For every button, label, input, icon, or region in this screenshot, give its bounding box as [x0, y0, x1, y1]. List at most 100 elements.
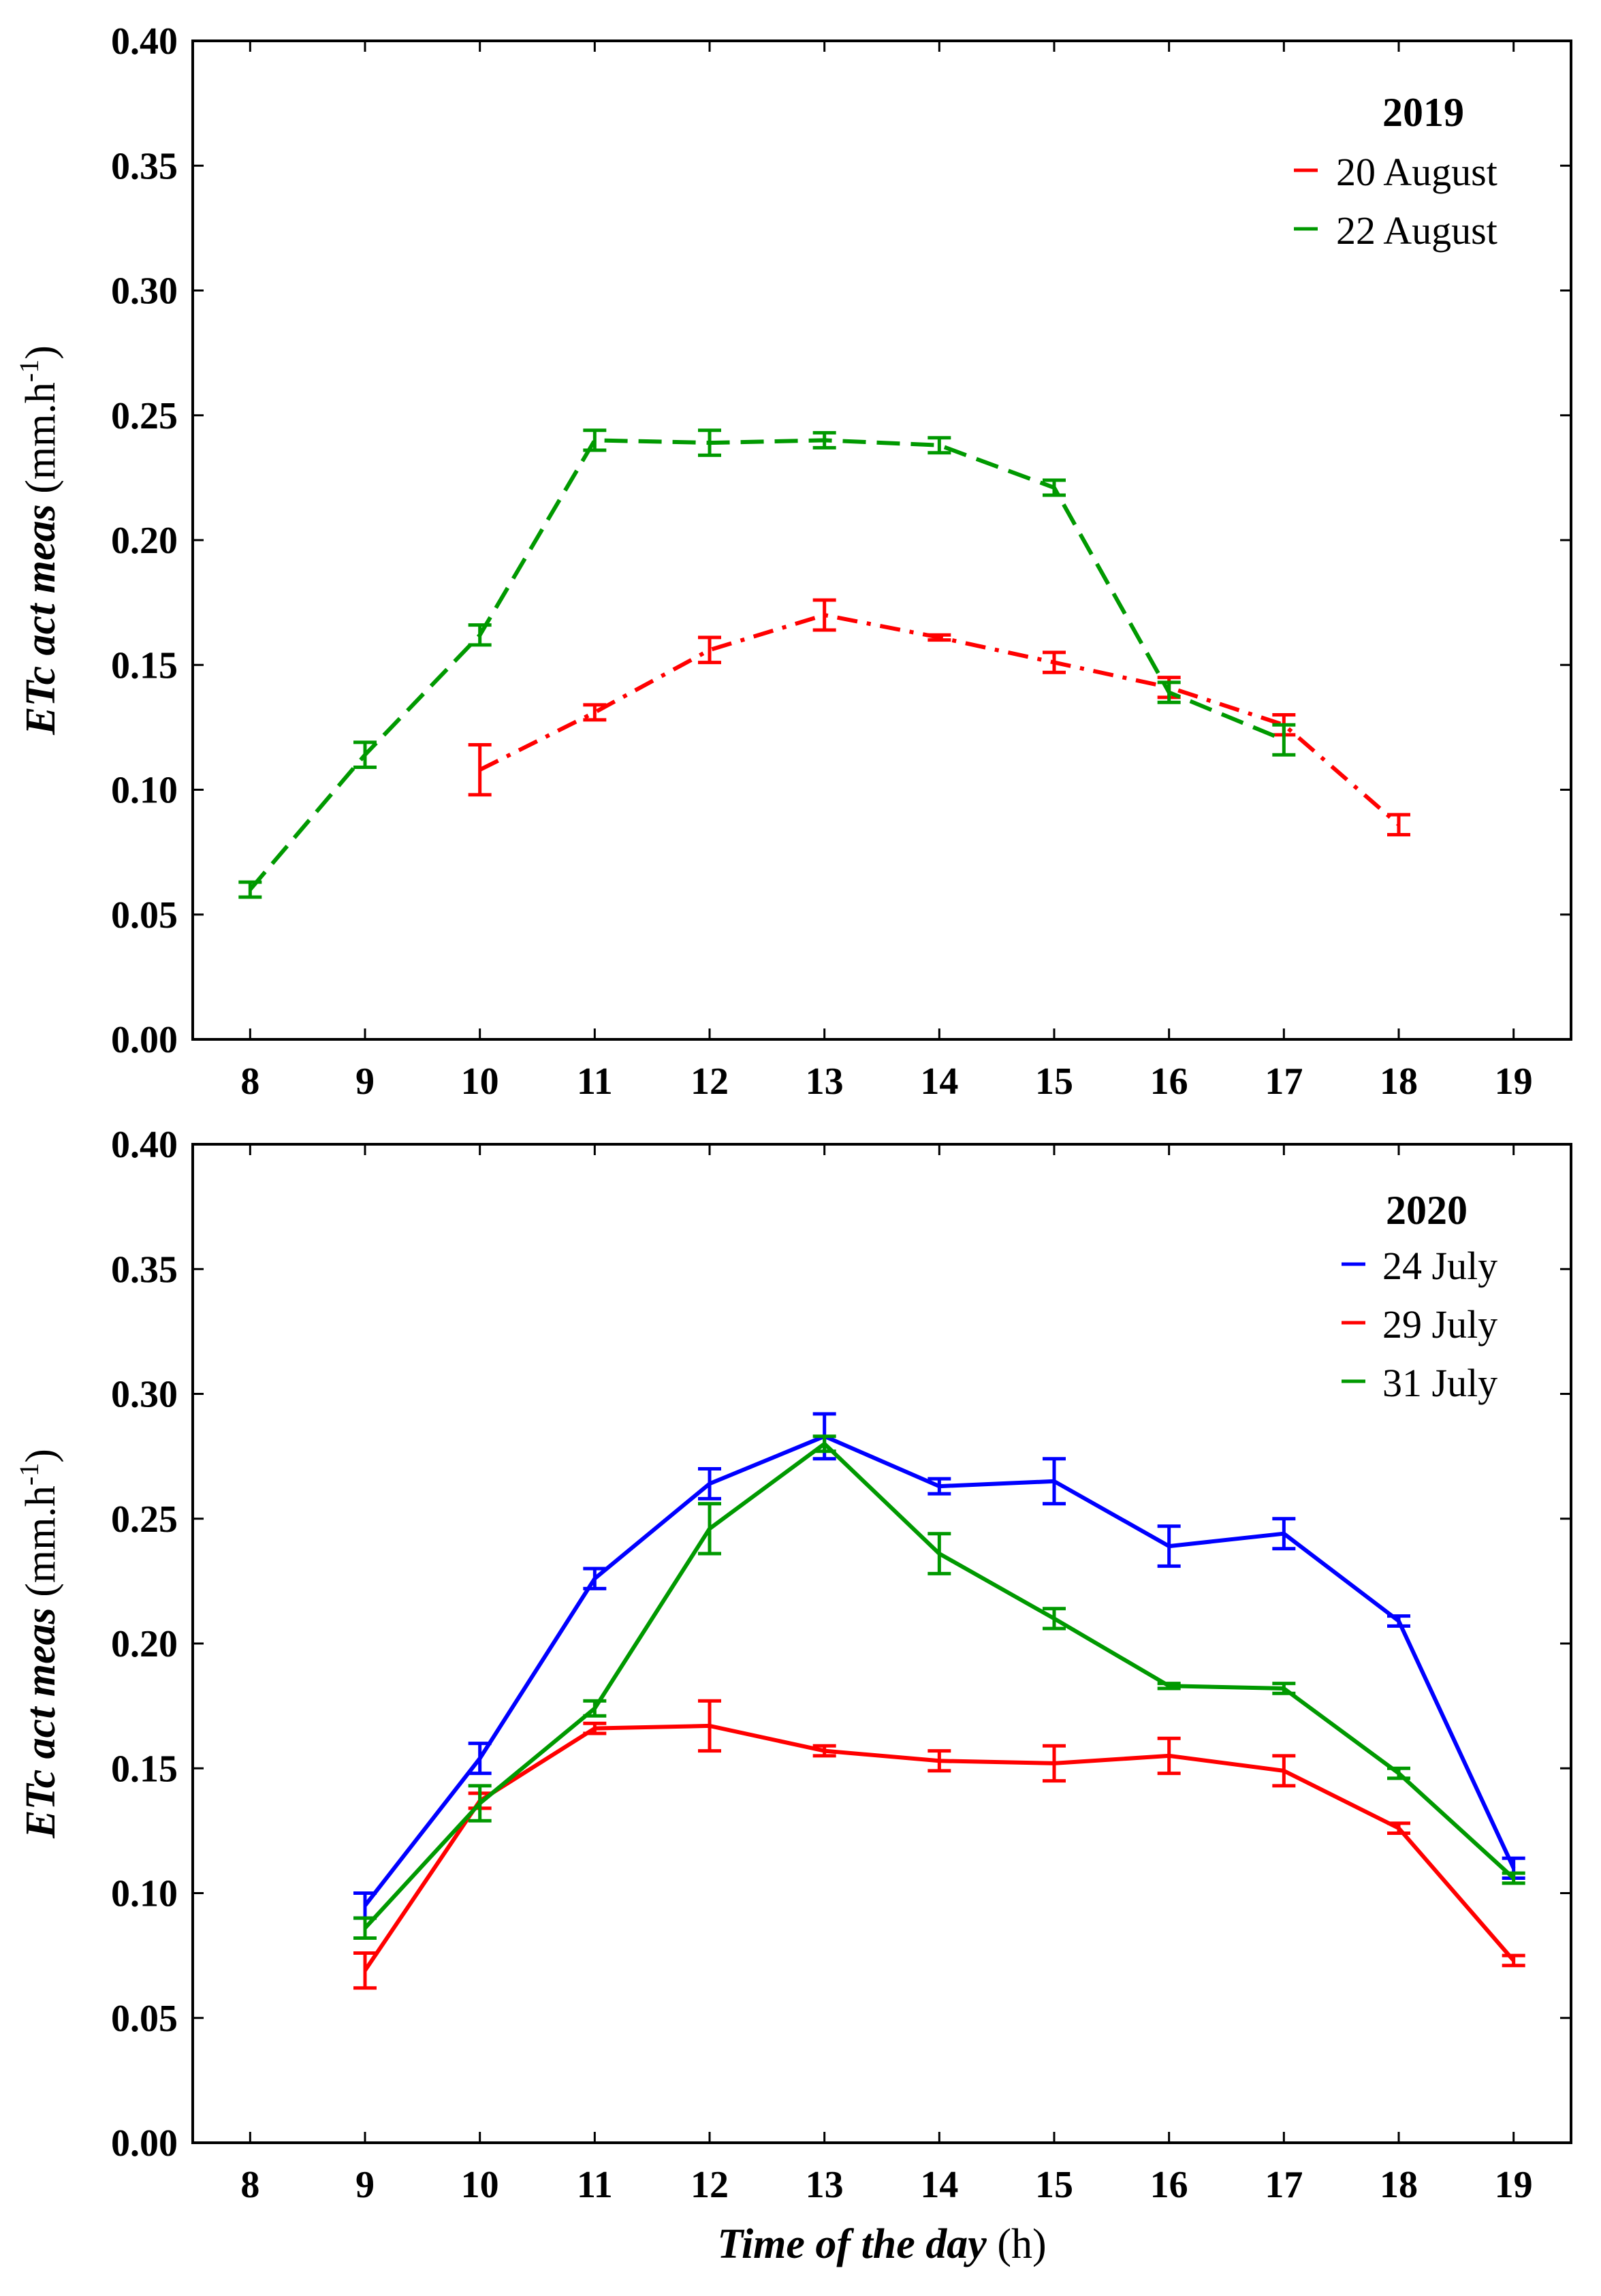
error-bar — [1387, 1614, 1410, 1628]
legend-title: 2020 — [1386, 1188, 1468, 1233]
x-tick-label: 15 — [1035, 1060, 1073, 1103]
x-tick-label: 12 — [691, 2164, 729, 2206]
x-tick-label: 9 — [355, 1060, 375, 1103]
series-20-august — [468, 598, 1410, 836]
series-24-july — [353, 1412, 1525, 1920]
legend-entry: 20 August — [1294, 150, 1497, 194]
x-tick-label: 12 — [691, 1060, 729, 1103]
y-tick-label: 0.10 — [111, 1873, 178, 1915]
error-bar — [698, 635, 721, 665]
error-bar — [1157, 1524, 1181, 1568]
error-bar — [353, 1951, 377, 1990]
error-bar — [1157, 1736, 1181, 1776]
error-bar — [1157, 680, 1181, 704]
series-line — [363, 1441, 1515, 1930]
error-bar — [1272, 1682, 1296, 1695]
x-tick-label: 10 — [461, 1060, 499, 1103]
y-tick-label: 0.20 — [111, 520, 178, 562]
error-bar — [698, 1502, 721, 1556]
error-bar — [928, 1532, 951, 1575]
legend-label: 22 August — [1336, 208, 1497, 253]
x-tick-label: 8 — [240, 2164, 259, 2206]
series-29-july — [353, 1699, 1525, 1990]
y-tick-label: 0.25 — [111, 395, 178, 437]
error-bar — [698, 1466, 721, 1500]
series-line — [363, 1434, 1516, 1907]
x-tick-label: 11 — [577, 2164, 613, 2206]
y-tick-label: 0.25 — [111, 1498, 178, 1541]
error-bar — [812, 1434, 836, 1453]
x-tick-label: 17 — [1265, 1060, 1303, 1103]
error-bar — [583, 1721, 607, 1735]
y-tick-label: 0.00 — [111, 2122, 178, 2165]
error-bar — [1043, 650, 1066, 674]
error-bar — [1043, 1457, 1066, 1506]
error-bar — [928, 633, 951, 642]
x-tick-label: 16 — [1150, 1060, 1188, 1103]
x-tick-label: 18 — [1380, 2164, 1418, 2206]
error-bar — [353, 740, 377, 770]
y-axis-title: ETc act meas (mm.h-1) — [14, 345, 64, 736]
error-bar — [1157, 1682, 1181, 1690]
error-bar — [812, 1744, 836, 1758]
error-bar — [1043, 1744, 1066, 1783]
x-axis-title: Time of the day (h) — [717, 2221, 1046, 2267]
error-bar — [468, 1784, 492, 1823]
legend-title: 2019 — [1382, 90, 1464, 135]
x-tick-label: 19 — [1495, 2164, 1533, 2206]
x-tick-label: 14 — [920, 1060, 958, 1103]
y-tick-label: 0.30 — [111, 1374, 178, 1416]
series-line — [479, 613, 1400, 827]
x-tick-label: 15 — [1035, 2164, 1073, 2206]
series-line — [249, 438, 1285, 892]
error-bar — [1387, 813, 1410, 836]
error-bar — [583, 703, 607, 722]
y-tick-label: 0.35 — [111, 1248, 178, 1291]
y-tick-label: 0.05 — [111, 1998, 178, 2040]
error-bar — [353, 1916, 377, 1940]
x-tick-label: 14 — [920, 2164, 958, 2206]
error-bar — [698, 428, 721, 457]
legend-label: 20 August — [1336, 150, 1497, 194]
error-bar — [1272, 723, 1296, 757]
error-bar — [1272, 1517, 1296, 1551]
error-bar — [1387, 1766, 1410, 1780]
y-tick-label: 0.35 — [111, 145, 178, 187]
error-bar — [238, 880, 262, 899]
legend-entry: 31 July — [1342, 1361, 1497, 1405]
error-bar — [1043, 478, 1066, 497]
error-bar — [583, 1567, 607, 1590]
plot-frame — [191, 1143, 1572, 2144]
y-tick-label: 0.10 — [111, 770, 178, 812]
legend-label: 24 July — [1382, 1244, 1497, 1288]
y-tick-label: 0.05 — [111, 894, 178, 937]
error-bar — [928, 1477, 951, 1496]
error-bar — [928, 436, 951, 455]
x-tick-label: 18 — [1380, 1060, 1418, 1103]
y-tick-label: 0.15 — [111, 644, 178, 687]
error-bar — [1043, 1607, 1066, 1631]
y-tick-label: 0.00 — [111, 1019, 178, 1061]
series-31-july — [353, 1434, 1525, 1940]
y-tick-label: 0.20 — [111, 1623, 178, 1665]
y-tick-label: 0.40 — [111, 20, 178, 63]
x-tick-label: 11 — [577, 1060, 613, 1103]
x-tick-label: 16 — [1150, 2164, 1188, 2206]
error-bar — [1502, 1953, 1525, 1968]
legend-entry: 24 July — [1342, 1244, 1497, 1288]
legend-entry: 22 August — [1294, 208, 1497, 253]
y-tick-label: 0.40 — [111, 1124, 178, 1166]
series-22-august — [238, 428, 1296, 899]
y-tick-label: 0.30 — [111, 270, 178, 313]
y-tick-label: 0.15 — [111, 1748, 178, 1790]
error-bar — [812, 598, 836, 632]
legend-entry: 29 July — [1342, 1302, 1497, 1347]
error-bar — [468, 1742, 492, 1776]
chart-panel-2019: 0.00 0.05 0.10 0.15 0.20 0.25 0.30 0.35 0.40 8 9 10… — [14, 20, 1572, 1103]
x-tick-label: 19 — [1495, 1060, 1533, 1103]
error-bar — [812, 430, 836, 450]
x-tick-label: 13 — [806, 2164, 844, 2206]
x-tick-label: 10 — [461, 2164, 499, 2206]
legend-label: 31 July — [1382, 1361, 1497, 1405]
